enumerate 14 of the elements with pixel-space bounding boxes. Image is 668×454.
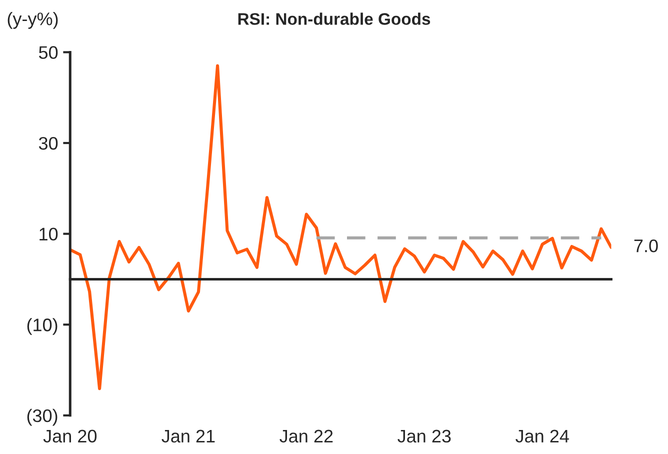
y-axis-title: (y-y%) — [8, 12, 58, 29]
chart-title: RSI: Non-durable Goods — [238, 12, 430, 25]
line-series — [70, 64, 612, 390]
y-tick-label: (30) — [27, 408, 58, 426]
y-tick-label: 30 — [38, 136, 58, 150]
x-tick-label: Jan 24 — [516, 430, 569, 443]
x-tick-label: Jan 20 — [43, 430, 97, 443]
y-tick-label: 10 — [40, 228, 58, 241]
x-tick-label: Jan 22 — [280, 430, 333, 443]
x-tick-label: Jan 23 — [398, 430, 451, 443]
y-tick-label: 50 — [38, 46, 58, 59]
annotation: 7.0 — [634, 239, 658, 252]
y-tick-label: (10) — [27, 318, 58, 335]
x-tick-label: Jan 21 — [162, 430, 215, 443]
